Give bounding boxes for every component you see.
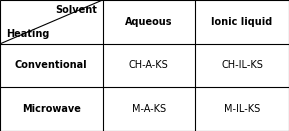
Text: CH-IL-KS: CH-IL-KS <box>221 61 263 70</box>
Text: CH-A-KS: CH-A-KS <box>129 61 169 70</box>
Text: M-A-KS: M-A-KS <box>132 104 166 114</box>
Text: Aqueous: Aqueous <box>125 17 173 27</box>
Text: Microwave: Microwave <box>22 104 81 114</box>
Text: Ionic liquid: Ionic liquid <box>212 17 273 27</box>
Text: Heating: Heating <box>6 29 49 39</box>
Text: Conventional: Conventional <box>15 61 88 70</box>
Text: Solvent: Solvent <box>55 5 97 15</box>
Text: M-IL-KS: M-IL-KS <box>224 104 260 114</box>
